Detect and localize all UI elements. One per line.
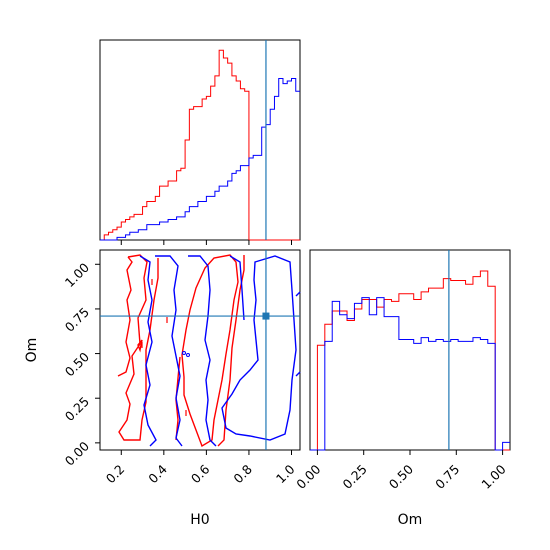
contour-red-series: [117, 254, 245, 448]
hist-h0-frame: [99, 39, 301, 241]
contour-ytick-label: 0.00: [62, 438, 92, 468]
contour-blue-islet: [182, 351, 186, 355]
contour-blue-line: [155, 255, 183, 447]
x-axis-label-om: Om: [398, 512, 423, 528]
hist-om-red-series: [310, 270, 510, 451]
contour-xtick-label: 0.6: [188, 461, 213, 486]
truth-lines: [100, 250, 300, 450]
contour-blue-line: [139, 255, 157, 447]
hist-h0-blue-series: [100, 77, 300, 241]
contour-ytick-label: 0.75: [62, 304, 92, 334]
hist-om-frame: [309, 249, 511, 451]
hist-om-blue-series: [310, 297, 510, 451]
contour-xtick-label: 0.4: [145, 461, 170, 486]
contour-panel: 0.2 0.4 0.6 0.8 1.00.000.250.500.751.00: [62, 249, 301, 487]
contour-blue-series: [139, 255, 301, 447]
contour-frame: [99, 249, 301, 451]
contour-blue-line: [229, 255, 245, 321]
truth-marker: [262, 312, 270, 320]
hist-om-xtick-label: 0.50: [386, 461, 416, 491]
contour-blue-line: [221, 255, 297, 441]
contour-red-line: [137, 339, 143, 353]
hist-h0-red-series: [100, 49, 300, 241]
hist-om-series: [310, 250, 510, 451]
hist-om-xtick-label: 1.00: [478, 461, 508, 491]
hist-om-xtick-label: 0.00: [293, 461, 323, 491]
contour-red-line: [118, 254, 159, 441]
contour-blue-islet: [186, 353, 190, 357]
x-axis-label-h0: H0: [190, 512, 209, 528]
contour-red-line: [217, 255, 245, 447]
hist-om-xtick-label: 0.25: [340, 462, 370, 492]
contour-ytick-label: 0.50: [62, 349, 92, 379]
contour-xtick-label: 0.2: [103, 462, 128, 487]
hist-om-xtick-label: 0.75: [432, 462, 462, 492]
hist-om-panel: 0.00 0.25 0.50 0.75 1.00: [293, 249, 511, 492]
contour-ytick-label: 1.00: [62, 260, 92, 290]
contour-ytick-label: 0.25: [62, 394, 92, 424]
contour-blue-line: [295, 291, 301, 297]
hist-h0-series: [100, 40, 300, 241]
contour-red-line: [117, 256, 133, 377]
contour-blue-line: [295, 371, 301, 377]
hist-om-ticks: 0.00 0.25 0.50 0.75 1.00: [293, 450, 509, 492]
y-axis-label-om: Om: [24, 338, 40, 363]
contour-blue-line: [188, 255, 217, 447]
contour-red-line: [181, 254, 239, 448]
hist-h0-ticks: [120, 240, 292, 245]
contour-xtick-label: 0.8: [230, 461, 255, 486]
hist-h0-panel: [99, 39, 301, 245]
